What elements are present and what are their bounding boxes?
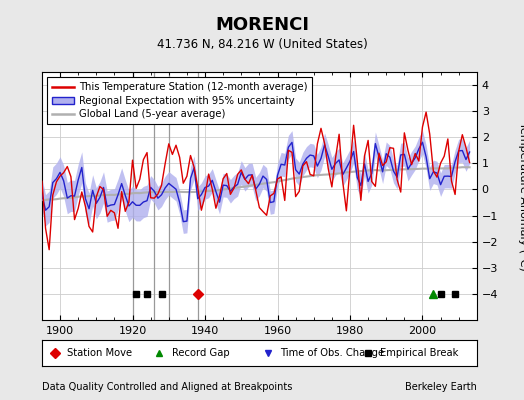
Text: Data Quality Controlled and Aligned at Breakpoints: Data Quality Controlled and Aligned at B… bbox=[42, 382, 292, 392]
Text: 41.736 N, 84.216 W (United States): 41.736 N, 84.216 W (United States) bbox=[157, 38, 367, 51]
Legend: This Temperature Station (12-month average), Regional Expectation with 95% uncer: This Temperature Station (12-month avera… bbox=[47, 77, 312, 124]
Text: 1960: 1960 bbox=[264, 326, 291, 336]
Text: 1920: 1920 bbox=[118, 326, 147, 336]
Text: Empirical Break: Empirical Break bbox=[380, 348, 458, 358]
Text: 1900: 1900 bbox=[46, 326, 74, 336]
Text: 1940: 1940 bbox=[191, 326, 219, 336]
Text: Station Move: Station Move bbox=[67, 348, 132, 358]
Y-axis label: Temperature Anomaly (°C): Temperature Anomaly (°C) bbox=[518, 122, 524, 270]
Text: Time of Obs. Change: Time of Obs. Change bbox=[280, 348, 385, 358]
Text: Berkeley Earth: Berkeley Earth bbox=[405, 382, 477, 392]
Text: 1980: 1980 bbox=[336, 326, 364, 336]
Text: MORENCI: MORENCI bbox=[215, 16, 309, 34]
Text: Record Gap: Record Gap bbox=[171, 348, 229, 358]
Text: 2000: 2000 bbox=[408, 326, 436, 336]
